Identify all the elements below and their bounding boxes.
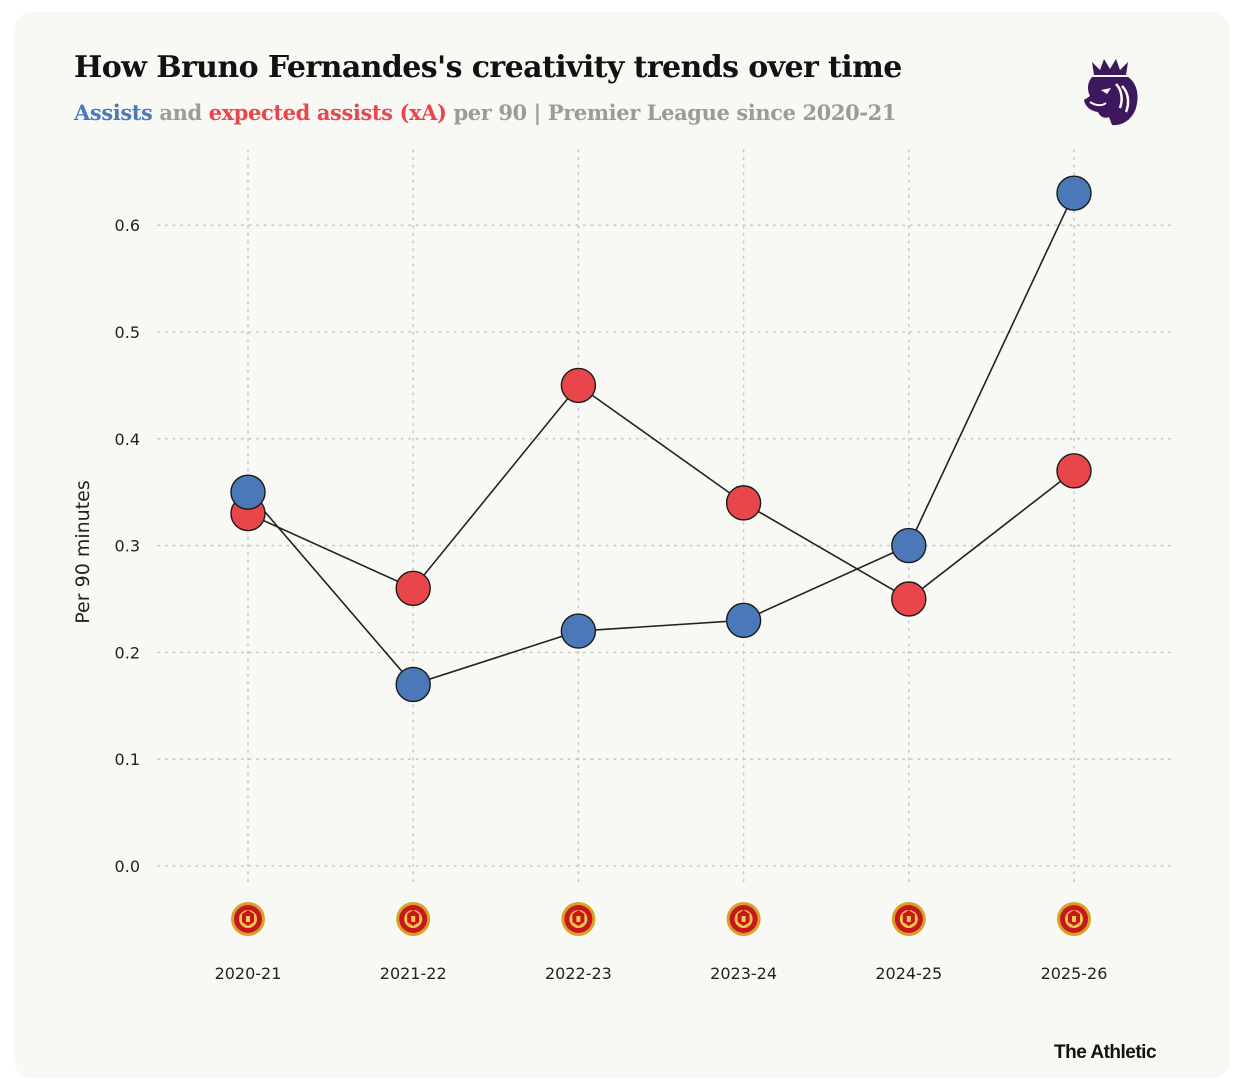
assists-point: [560, 613, 597, 649]
subtitle-xa-legend: expected assists (xA): [208, 100, 447, 125]
manchester-united-crest-icon: [561, 902, 596, 936]
manchester-united-crest-icon: [231, 902, 265, 936]
premier-league-lion-icon: [1084, 59, 1138, 126]
x-tick-label: 2023-24: [710, 964, 777, 983]
xa-point: [1056, 453, 1092, 489]
xa-point: [395, 570, 431, 607]
y-tick-label: 0.3: [115, 537, 140, 556]
y-tick-label: 0.5: [115, 323, 140, 342]
y-tick-label: 0.6: [115, 216, 140, 235]
y-tick-label: 0.2: [115, 643, 140, 662]
x-tick-label: 2020-21: [215, 964, 282, 983]
assists-point: [725, 602, 762, 639]
manchester-united-crest-icon: [396, 902, 431, 936]
manchester-united-crest-icon: [1057, 902, 1091, 936]
subtitle-assists-legend: Assists: [74, 100, 153, 125]
subtitle-and: and: [152, 100, 209, 125]
assists-point: [891, 527, 927, 564]
source-credit: The Athletic: [1054, 1042, 1157, 1063]
x-tick-label: 2022-23: [545, 964, 612, 983]
series-line-assists: [247, 192, 1075, 686]
x-tick-label: 2025-26: [1041, 964, 1108, 983]
xa-point: [725, 485, 762, 521]
y-tick-label: 0.4: [115, 430, 140, 449]
assists-point: [395, 666, 431, 703]
chart-title: How Bruno Fernandes's creativity trends …: [74, 50, 902, 85]
y-tick-label: 0.0: [115, 857, 140, 876]
chart-subtitle: Assists and expected assists (xA) per 90…: [74, 100, 896, 125]
manchester-united-crest-icon: [891, 902, 926, 936]
xa-point: [891, 581, 927, 617]
manchester-united-crest-icon: [726, 902, 761, 936]
x-tick-label: 2021-22: [380, 964, 447, 983]
assists-point: [230, 474, 266, 510]
assists-point: [1056, 175, 1092, 211]
subtitle-rest: per 90 | Premier League since 2020-21: [446, 100, 897, 125]
x-tick-label: 2024-25: [875, 964, 942, 983]
xa-point: [560, 367, 597, 404]
y-tick-label: 0.1: [115, 750, 140, 769]
y-axis-title: Per 90 minutes: [72, 480, 94, 623]
series-line-xa: [247, 384, 1075, 600]
